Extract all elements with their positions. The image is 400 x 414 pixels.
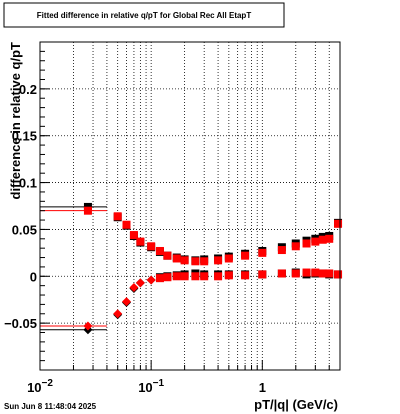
data-point <box>122 220 131 229</box>
data-point <box>121 297 131 307</box>
data-point <box>302 239 311 248</box>
data-point <box>277 269 286 278</box>
grid-lines <box>40 42 340 370</box>
x-tick-label: 1 <box>259 380 266 395</box>
data-point <box>302 268 311 277</box>
y-tick-label: −0.05 <box>4 316 37 331</box>
data-point <box>180 272 189 281</box>
data-point <box>136 237 145 246</box>
y-tick-label: 0.1 <box>19 176 37 191</box>
data-point <box>258 270 267 279</box>
tick-labels: −0.05 0 0.05 0.1 0.15 0.2 10−2 10−1 1 <box>4 82 266 395</box>
data-point <box>311 237 320 246</box>
y-tick-label: 0.2 <box>19 82 37 97</box>
data-point <box>291 269 300 278</box>
plot-title: Fitted difference in relative q/pT for G… <box>37 11 252 20</box>
data-point <box>200 257 209 266</box>
data-point <box>113 212 122 221</box>
y-axis-label: difference in relative q/pT <box>8 42 23 200</box>
data-point <box>191 272 200 281</box>
x-axis-label: pT/|q| (GeV/c) <box>254 397 338 412</box>
data-point <box>241 251 250 260</box>
title-box <box>3 2 285 28</box>
data-point <box>129 283 139 293</box>
data-point <box>277 246 286 255</box>
data-point <box>325 269 334 278</box>
x-tick-label: 10−2 <box>27 378 53 395</box>
data-point <box>163 273 172 282</box>
data-point <box>113 309 123 319</box>
data-point <box>334 219 343 228</box>
data-point <box>258 248 267 257</box>
y-tick-label: 0.05 <box>12 222 37 237</box>
data-point <box>172 272 181 281</box>
data-point <box>146 275 156 285</box>
data-point <box>83 206 92 215</box>
data-point <box>214 256 223 265</box>
data-point <box>83 321 93 331</box>
data-point <box>311 268 320 277</box>
data-point <box>325 234 334 243</box>
data-point <box>214 272 223 281</box>
data-point <box>191 257 200 266</box>
data-point <box>180 256 189 265</box>
data-point <box>200 272 209 281</box>
data-point <box>155 246 164 255</box>
data-point <box>135 278 145 288</box>
y-tick-label: 0.15 <box>12 129 37 144</box>
y-tick-label: 0 <box>30 269 37 284</box>
data-point <box>318 235 327 244</box>
data-point <box>224 254 233 263</box>
data-point <box>318 269 327 278</box>
data-point <box>291 242 300 251</box>
x-tick-label: 10−1 <box>138 378 164 395</box>
data-point <box>334 270 343 279</box>
data-point <box>241 271 250 280</box>
data-point <box>172 254 181 263</box>
data-point <box>163 251 172 260</box>
footer-timestamp: Sun Jun 8 11:48:04 2025 <box>4 402 97 411</box>
axis-ticks <box>39 41 341 371</box>
plot-frame <box>39 41 341 371</box>
data-point <box>224 271 233 280</box>
data-markers <box>40 202 343 335</box>
data-point <box>147 242 156 251</box>
data-point <box>155 274 164 283</box>
data-point <box>129 231 138 240</box>
